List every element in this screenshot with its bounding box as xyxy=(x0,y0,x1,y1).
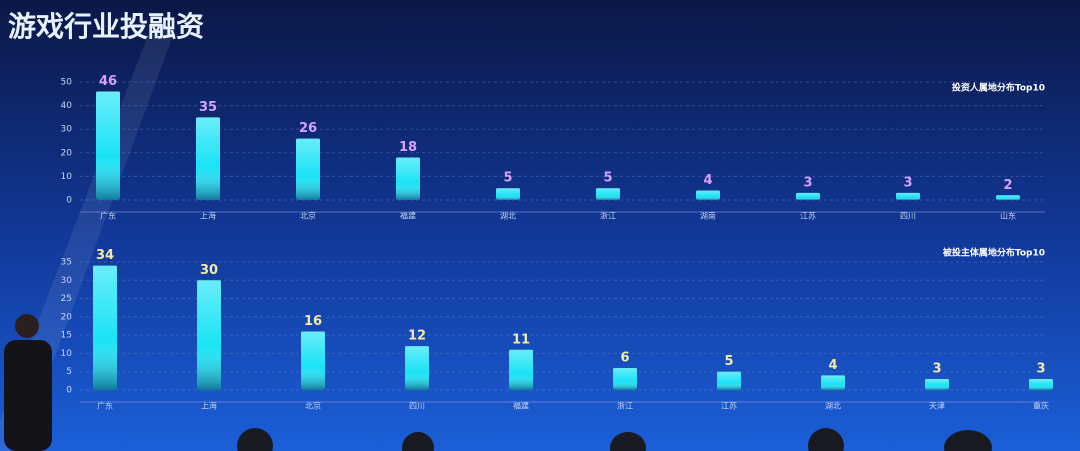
value-label: 3 xyxy=(803,175,812,190)
y-tick-label: 30 xyxy=(61,125,73,135)
x-tick-label: 江苏 xyxy=(800,211,816,221)
bar-shine xyxy=(93,265,117,390)
value-label: 11 xyxy=(512,332,530,347)
x-tick-label: 上海 xyxy=(201,401,217,411)
y-tick-label: 50 xyxy=(61,78,73,88)
value-label: 5 xyxy=(724,354,733,369)
value-label: 3 xyxy=(903,175,912,190)
bar-shine xyxy=(896,192,920,200)
x-tick-label: 浙江 xyxy=(617,401,633,411)
chart-title: 被投主体属地分布Top10 xyxy=(943,247,1045,259)
y-tick-label: 10 xyxy=(61,172,73,182)
x-tick-label: 浙江 xyxy=(600,211,616,221)
value-label: 5 xyxy=(603,171,612,186)
value-label: 34 xyxy=(96,248,114,263)
x-tick-label: 北京 xyxy=(300,211,316,221)
bar-shine xyxy=(396,157,420,200)
bar-shine xyxy=(196,117,220,200)
value-label: 26 xyxy=(299,121,317,136)
page-title: 游戏行业投融资 xyxy=(8,10,204,43)
x-tick-label: 天津 xyxy=(929,401,945,411)
x-tick-label: 北京 xyxy=(305,401,321,411)
bar-shine xyxy=(301,331,325,390)
y-tick-label: 40 xyxy=(61,101,73,111)
y-tick-label: 0 xyxy=(66,196,72,206)
value-label: 30 xyxy=(200,263,218,278)
bar-shine xyxy=(509,349,533,390)
value-label: 4 xyxy=(703,173,712,188)
x-tick-label: 重庆 xyxy=(1033,401,1049,411)
bar-shine xyxy=(821,375,845,390)
value-label: 2 xyxy=(1003,178,1012,193)
value-label: 46 xyxy=(99,74,117,89)
value-label: 12 xyxy=(408,329,426,344)
bar-shine xyxy=(197,280,221,390)
x-tick-label: 湖南 xyxy=(700,211,716,221)
x-tick-label: 湖北 xyxy=(500,212,516,221)
y-tick-label: 10 xyxy=(61,349,73,359)
bar-shine xyxy=(1029,379,1053,390)
bar-shine xyxy=(925,379,949,390)
y-tick-label: 20 xyxy=(61,148,73,158)
bar-shine xyxy=(96,91,120,200)
value-label: 3 xyxy=(932,362,941,377)
value-label: 3 xyxy=(1036,362,1045,377)
presenter xyxy=(4,314,52,451)
value-label: 18 xyxy=(399,140,417,155)
y-tick-label: 20 xyxy=(61,312,73,322)
x-tick-label: 广东 xyxy=(100,211,116,221)
value-label: 16 xyxy=(304,314,322,329)
x-tick-label: 山东 xyxy=(1000,211,1016,221)
x-tick-label: 福建 xyxy=(400,211,416,221)
audience xyxy=(237,428,992,451)
x-tick-label: 上海 xyxy=(200,211,216,221)
x-tick-label: 广东 xyxy=(97,401,113,411)
value-label: 5 xyxy=(503,171,512,186)
bar-shine xyxy=(613,368,637,390)
y-tick-label: 30 xyxy=(61,276,73,286)
value-label: 4 xyxy=(828,358,837,373)
x-tick-label: 福建 xyxy=(513,401,529,411)
y-tick-label: 0 xyxy=(66,386,72,396)
bar-shine xyxy=(405,346,429,390)
x-tick-label: 湖北 xyxy=(825,402,841,411)
y-tick-label: 15 xyxy=(61,331,72,341)
y-tick-label: 25 xyxy=(61,294,72,304)
y-tick-label: 35 xyxy=(61,258,72,268)
value-label: 35 xyxy=(199,100,217,115)
bar-shine xyxy=(696,190,720,200)
y-tick-label: 5 xyxy=(66,367,72,377)
x-tick-label: 江苏 xyxy=(721,401,737,411)
bar-shine xyxy=(296,138,320,200)
bar-shine xyxy=(717,371,741,390)
x-tick-label: 四川 xyxy=(409,402,425,411)
bar-shine xyxy=(796,192,820,200)
x-tick-label: 四川 xyxy=(900,212,916,221)
bar-shine xyxy=(596,188,620,200)
chart-title: 投资人属地分布Top10 xyxy=(952,82,1045,94)
bar-shine xyxy=(496,188,520,200)
value-label: 6 xyxy=(620,351,629,366)
bar-shine xyxy=(996,195,1020,200)
